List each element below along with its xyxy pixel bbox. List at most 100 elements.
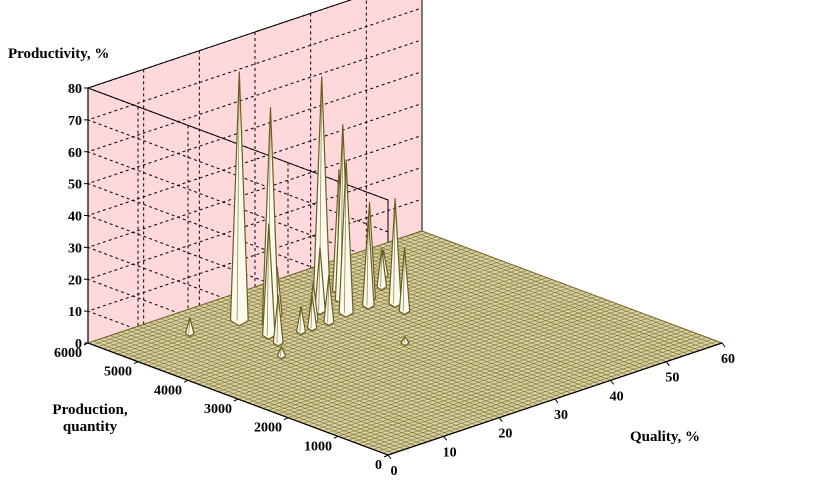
surface-mesh-line (302, 310, 638, 424)
surface-mesh-line (212, 277, 548, 390)
surface-mesh-line (172, 262, 508, 376)
y-axis-title-line2: quantity (63, 419, 118, 435)
surface-mesh-line (317, 316, 653, 430)
x-tick-mark (443, 436, 448, 441)
surface-mesh-line (192, 269, 528, 383)
surface-peak (184, 317, 195, 337)
y-tick-label: 3000 (204, 402, 232, 417)
z-tick-label: 50 (68, 178, 82, 193)
surface-mesh-line (252, 292, 588, 405)
surface-mesh-line (222, 281, 558, 394)
x-tick-mark (554, 398, 559, 404)
surface-mesh-line (242, 288, 578, 402)
axis-labels: 0102030405060010002000300040005000600001… (54, 82, 735, 479)
surface-mesh-line (177, 264, 513, 377)
surface-mesh-line (347, 327, 683, 441)
z-tick-label: 60 (68, 146, 82, 161)
surface-peak-shading (402, 247, 405, 312)
surface-peak (338, 159, 354, 318)
surface-mesh-line (352, 329, 688, 443)
surface-mesh-line (187, 268, 523, 381)
surface-peak (229, 71, 249, 327)
surface-mesh-line (382, 340, 718, 454)
y-tick-mark (283, 417, 289, 421)
surface-peak-shading (276, 295, 279, 344)
x-tick-mark (665, 361, 670, 366)
x-tick-label: 50 (665, 371, 679, 386)
z-tick-label: 20 (68, 273, 82, 288)
y-tick-label: 2000 (254, 421, 282, 436)
surface-peak (306, 295, 318, 332)
axis-titles: Productivity, % Production, quantity Qua… (8, 46, 700, 445)
y-tick-mark (333, 435, 339, 439)
x-tick-label: 30 (554, 408, 568, 423)
surface-peak-shading (327, 274, 330, 323)
y-tick-mark (133, 361, 139, 365)
y-tick-label: 1000 (304, 439, 332, 454)
surface-peak (400, 336, 410, 347)
surface-mesh-line (312, 314, 648, 428)
surface-peak (362, 215, 375, 310)
surface-mesh-line (342, 325, 678, 439)
surface-mesh-line (217, 279, 553, 392)
surface-mesh-line (287, 305, 623, 418)
surface-mesh-line (307, 312, 643, 426)
z-tick-label: 40 (68, 210, 82, 225)
surface-peak-shading (280, 346, 282, 357)
surface-mesh-line (122, 243, 458, 357)
surface-peak-shading (188, 317, 191, 334)
surface-mesh-line (377, 338, 713, 452)
surface-mesh-line (227, 282, 563, 396)
surface-peaks (184, 71, 411, 360)
surface-mesh-line (137, 249, 473, 362)
surface-peak-shading (236, 71, 240, 321)
y-tick-mark (233, 398, 239, 402)
surface-mesh-line (232, 284, 568, 398)
surface-peak-shading (318, 247, 321, 312)
surface-peak-shading (343, 160, 347, 314)
surface-peak (398, 246, 411, 315)
surface-mesh-line (207, 275, 543, 389)
z-tick-label: 30 (68, 241, 82, 256)
surface-mesh-line (257, 294, 593, 407)
surface-mesh-line (267, 297, 603, 411)
y-tick-label: 0 (375, 458, 382, 473)
y-tick-label: 4000 (154, 383, 182, 398)
surface-mesh-line (372, 337, 708, 450)
surface-mesh-line (282, 303, 618, 417)
y-axis-title-line1: Production, (52, 402, 127, 418)
surface-mesh-line (327, 320, 663, 433)
surface-mesh-line (292, 307, 628, 420)
x-tick-label: 60 (721, 352, 735, 367)
y-tick-mark (383, 454, 389, 458)
surface-mesh-line (337, 324, 673, 437)
surface-mesh-line (367, 335, 703, 448)
surface-peak-shading (299, 306, 302, 332)
surface-peak-shading (393, 198, 396, 304)
surface-peak-shading (403, 336, 406, 344)
surface-mesh-line (202, 273, 538, 387)
surface-peak (295, 305, 307, 336)
z-axis-title: Productivity, % (8, 46, 109, 62)
surface-mesh-line (182, 266, 518, 379)
surface-mesh-line (132, 247, 468, 361)
axes (83, 87, 726, 460)
surface-mesh-line (197, 271, 533, 385)
y-tick-mark (183, 379, 189, 383)
surface-mesh-line (357, 331, 693, 445)
surface-peak (376, 248, 388, 291)
x-tick-label: 20 (498, 427, 512, 442)
x-tick-mark (498, 417, 503, 422)
z-tick-label: 0 (75, 337, 82, 352)
surface-mesh-line (362, 333, 698, 446)
x-tick-label: 10 (443, 445, 457, 460)
surface-peak (272, 294, 284, 347)
y-tick-label: 5000 (104, 365, 132, 380)
y-tick-label: 6000 (54, 346, 82, 361)
surface-peak-shading (380, 248, 383, 288)
x-tick-mark (721, 342, 726, 348)
surface-mesh-line (277, 301, 613, 415)
surface-mesh-line (332, 322, 668, 435)
